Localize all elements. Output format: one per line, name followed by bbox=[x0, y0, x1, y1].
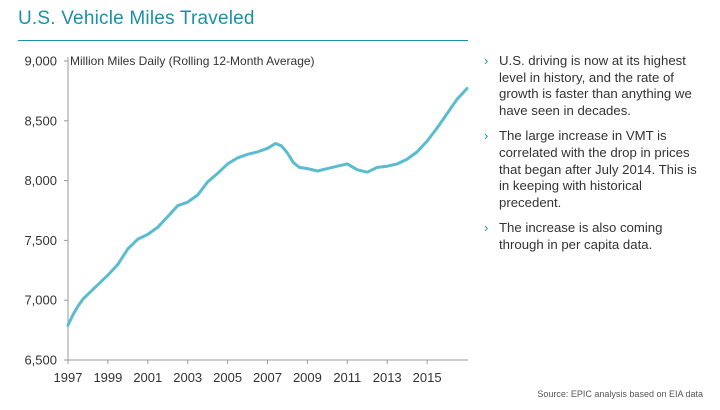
chart-subtitle: Million Miles Daily (Rolling 12-Month Av… bbox=[70, 54, 315, 68]
bullet-item: › U.S. driving is now at its highest lev… bbox=[484, 53, 706, 119]
y-axis-ticks: 6,500 7,000 7,500 8,000 8,500 9,000 bbox=[24, 54, 68, 368]
x-tick-label: 2011 bbox=[333, 370, 361, 385]
x-tick-label: 2015 bbox=[413, 370, 442, 385]
series-line-vmt bbox=[66, 87, 469, 327]
x-tick-label: 2009 bbox=[293, 370, 322, 385]
y-tick-label: 7,500 bbox=[24, 233, 57, 248]
y-tick-label: 6,500 bbox=[24, 353, 57, 368]
x-tick-label: 2013 bbox=[373, 370, 402, 385]
bullet-text: The increase is also coming through in p… bbox=[499, 220, 663, 252]
x-tick-label: 2001 bbox=[133, 370, 162, 385]
bullet-item: › The increase is also coming through in… bbox=[484, 220, 706, 253]
x-tick-label: 2003 bbox=[173, 370, 202, 385]
x-tick-label: 2007 bbox=[253, 370, 282, 385]
chevron-right-icon: › bbox=[484, 220, 489, 236]
page-title: U.S. Vehicle Miles Traveled bbox=[18, 8, 255, 29]
y-tick-label: 9,000 bbox=[24, 54, 57, 69]
bullet-text: U.S. driving is now at its highest level… bbox=[499, 53, 692, 118]
x-tick-label: 1997 bbox=[54, 370, 83, 385]
chevron-right-icon: › bbox=[484, 53, 489, 68]
y-tick-label: 8,500 bbox=[24, 113, 57, 128]
bullet-list: › U.S. driving is now at its highest lev… bbox=[484, 53, 706, 263]
chevron-right-icon: › bbox=[484, 128, 489, 144]
x-tick-label: 2005 bbox=[213, 370, 242, 385]
y-tick-label: 7,000 bbox=[24, 293, 57, 308]
y-tick-label: 8,000 bbox=[24, 173, 57, 188]
source-note: Source: EPIC analysis based on EIA data bbox=[537, 389, 703, 399]
bullet-text: The large increase in VMT is correlated … bbox=[499, 128, 697, 210]
bullet-item: › The large increase in VMT is correlate… bbox=[484, 128, 706, 211]
x-axis-ticks: 1997 1999 2001 2003 2005 2007 2009 2011 2013 2015 bbox=[54, 360, 442, 385]
title-divider bbox=[18, 40, 468, 41]
x-tick-label: 1999 bbox=[93, 370, 122, 385]
